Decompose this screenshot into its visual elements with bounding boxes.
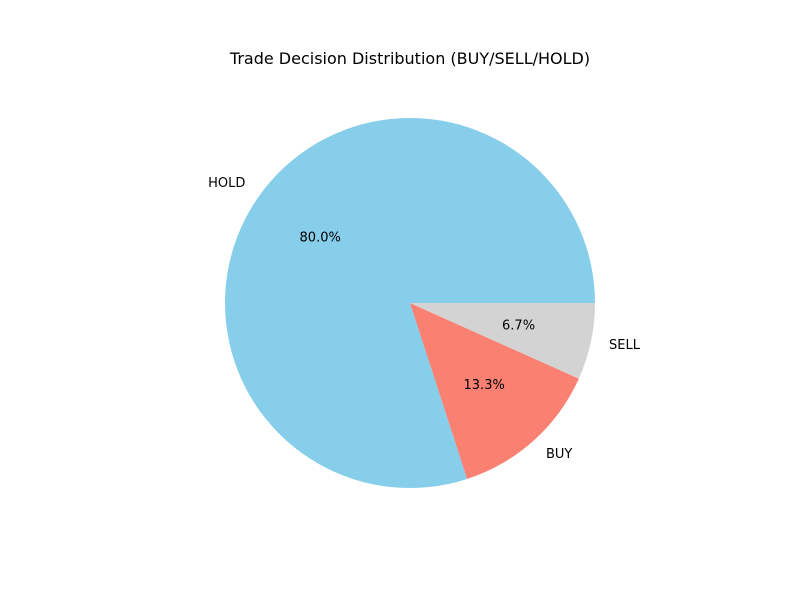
slice-label-sell: SELL [609, 338, 641, 353]
slice-percent-sell: 6.7% [502, 319, 535, 334]
slice-label-buy: BUY [546, 447, 572, 462]
pie-slice-sell [410, 303, 595, 379]
slice-label-hold: HOLD [208, 176, 245, 191]
pie-labels: HOLD 80.0% BUY 13.3% SELL 6.7% [208, 176, 641, 462]
slice-percent-buy: 13.3% [464, 378, 505, 393]
slice-percent-hold: 80.0% [300, 230, 341, 245]
pie-slice-buy [410, 303, 579, 479]
chart-title: Trade Decision Distribution (BUY/SELL/HO… [229, 49, 590, 68]
pie-slices [224, 117, 595, 488]
